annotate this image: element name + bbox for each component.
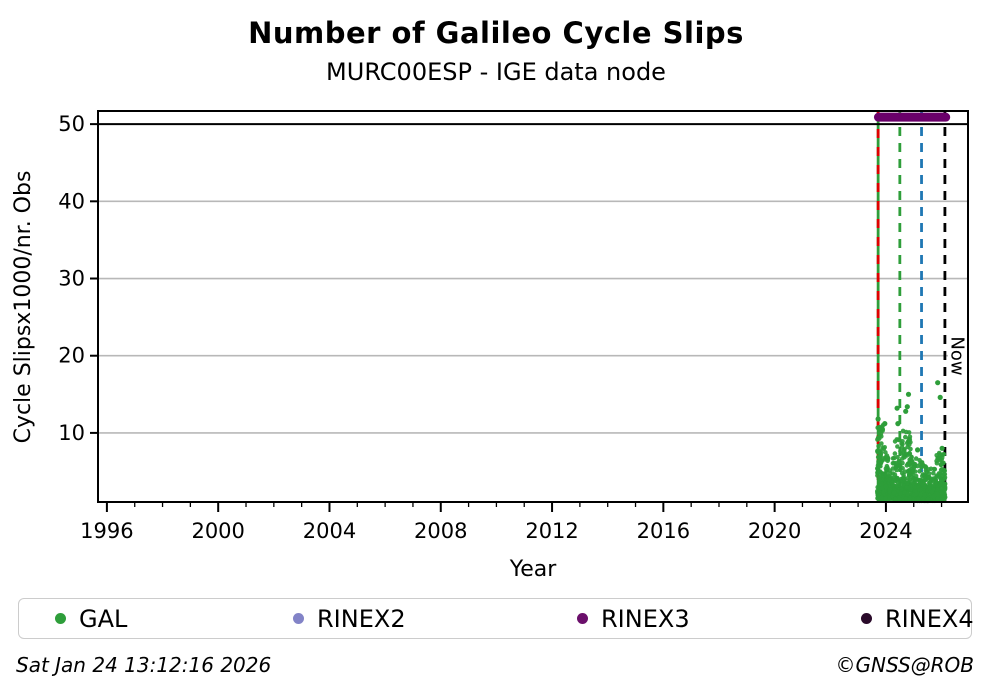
rinex3-availability-band: [873, 112, 951, 122]
svg-text:2008: 2008: [414, 519, 467, 543]
legend-item-rinex2: RINEX2: [293, 599, 406, 638]
y-axis-ticks: 10 20 30 40 50: [58, 112, 98, 445]
now-label-text: Now: [947, 336, 968, 375]
series-gal: [875, 380, 948, 504]
svg-text:20: 20: [58, 344, 85, 368]
svg-text:40: 40: [58, 189, 85, 213]
svg-text:1996: 1996: [80, 519, 133, 543]
svg-text:50: 50: [58, 112, 85, 136]
svg-text:2012: 2012: [525, 519, 578, 543]
legend-item-gal: GAL: [55, 599, 127, 638]
gal-marker-icon: [55, 613, 66, 624]
rinex2-marker-icon: [293, 613, 304, 624]
svg-text:2024: 2024: [859, 519, 912, 543]
svg-text:2000: 2000: [191, 519, 244, 543]
rinex3-marker-icon: [577, 613, 588, 624]
chart-canvas: 10 20 30 40 50 1996 2000 2004 2008 2012 2016 2020 20…: [11, 110, 969, 582]
x-axis-label: Year: [509, 557, 558, 582]
legend-label-gal: GAL: [79, 604, 128, 633]
legend-label-rinex4: RINEX4: [885, 604, 974, 633]
chart-title: Number of Galileo Cycle Slips: [248, 16, 744, 50]
legend-item-rinex3: RINEX3: [577, 599, 690, 638]
svg-text:10: 10: [58, 421, 85, 445]
now-marker-label: Now: [947, 329, 968, 384]
svg-text:2016: 2016: [637, 519, 690, 543]
plot-frame: [97, 110, 969, 503]
chart-subtitle: MURC00ESP - IGE data node: [326, 58, 666, 86]
chart-dynamic-layer: 10 20 30 40 50 1996 2000 2004 2008 2012 2016 2020 20…: [58, 110, 969, 543]
y-axis-label: Cycle Slipsx1000/nr. Obs: [11, 171, 36, 444]
legend-label-rinex3: RINEX3: [601, 604, 690, 633]
gridlines: [98, 200, 968, 434]
legend: GAL RINEX2 RINEX3 RINEX4: [18, 598, 974, 639]
svg-text:2020: 2020: [748, 519, 801, 543]
plot-timestamp: Sat Jan 24 13:12:16 2026: [16, 653, 272, 677]
rinex4-marker-icon: [861, 613, 872, 624]
x-axis-ticks: 1996 2000 2004 2008 2012 2016 2020 2024: [80, 502, 943, 543]
svg-text:2004: 2004: [303, 519, 356, 543]
now-label-backdrop: [948, 329, 967, 384]
legend-item-rinex4: RINEX4: [861, 599, 974, 638]
copyright-credit: ©GNSS@ROB: [835, 653, 975, 677]
legend-label-rinex2: RINEX2: [317, 604, 406, 633]
svg-text:30: 30: [58, 267, 85, 291]
